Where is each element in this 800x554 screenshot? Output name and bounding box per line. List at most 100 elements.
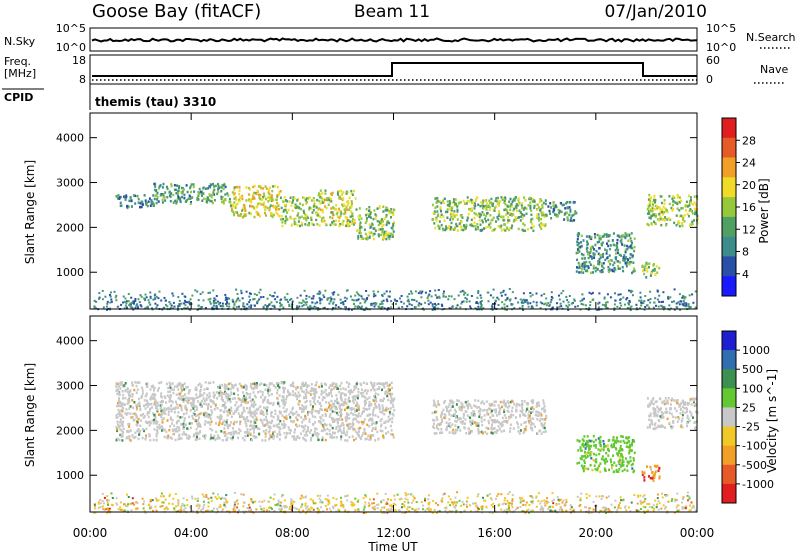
data-cell: [165, 185, 168, 189]
data-cell: [248, 193, 251, 196]
data-cell: [503, 429, 506, 433]
data-cell: [497, 218, 500, 221]
data-cell: [581, 265, 584, 268]
data-cell: [371, 234, 374, 237]
data-cell: [364, 232, 367, 236]
data-cell: [158, 427, 161, 430]
data-cell: [630, 240, 633, 243]
data-cell: [552, 201, 555, 204]
data-cell: [235, 430, 238, 433]
data-cell: [192, 407, 195, 410]
data-cell: [455, 213, 458, 217]
data-cell: [381, 404, 384, 407]
data-cell: [154, 194, 157, 197]
data-cell: [571, 219, 574, 223]
data-cell: [261, 391, 264, 394]
data-cell: [262, 410, 265, 414]
data-cell: [151, 385, 154, 389]
data-cell: [331, 426, 334, 430]
data-cell: [314, 204, 317, 208]
data-cell: [498, 212, 501, 216]
data-cell: [521, 206, 523, 210]
data-cell: [253, 428, 256, 431]
data-cell: [315, 218, 318, 222]
data-cell: [232, 422, 235, 426]
data-cell: [121, 439, 124, 442]
data-cell: [351, 220, 354, 223]
data-cell: [233, 303, 236, 306]
data-cell: [360, 437, 363, 441]
data-cell: [435, 304, 438, 307]
data-cell: [279, 196, 282, 199]
data-cell: [556, 215, 559, 218]
data-cell: [461, 216, 464, 219]
data-cell: [262, 192, 265, 195]
data-cell: [433, 210, 436, 213]
data-cell: [154, 302, 157, 305]
data-cell: [443, 401, 445, 404]
data-cell: [324, 438, 327, 442]
data-cell: [624, 250, 627, 254]
data-cell: [694, 211, 697, 214]
data-cell: [464, 418, 467, 421]
data-cell: [480, 201, 483, 204]
data-cell: [132, 384, 134, 387]
data-cell: [318, 385, 321, 389]
data-cell: [336, 401, 339, 405]
data-cell: [613, 270, 616, 273]
data-cell: [647, 223, 650, 227]
y-tick-label: 4000: [56, 132, 84, 145]
data-cell: [485, 199, 488, 202]
data-cell: [177, 307, 179, 310]
data-cell: [330, 392, 332, 395]
data-cell: [374, 426, 377, 429]
data-cell: [166, 196, 169, 199]
data-cell: [155, 295, 158, 298]
data-cell: [331, 383, 334, 386]
data-cell: [501, 198, 504, 201]
data-cell: [273, 304, 276, 307]
data-cell: [180, 383, 183, 386]
data-cell: [144, 299, 147, 302]
data-cell: [339, 415, 342, 418]
data-cell: [453, 213, 456, 217]
data-cell: [264, 396, 267, 399]
data-cell: [310, 412, 313, 415]
data-cell: [392, 223, 395, 226]
data-cell: [451, 399, 453, 403]
data-cell: [152, 412, 155, 415]
data-cell: [478, 413, 481, 416]
data-cell: [527, 302, 529, 305]
data-cell: [223, 419, 226, 423]
data-cell: [684, 296, 687, 299]
data-cell: [102, 306, 105, 309]
data-cell: [118, 385, 121, 388]
data-cell: [253, 293, 256, 296]
data-cell: [265, 411, 268, 415]
data-cell: [658, 294, 661, 297]
data-cell: [209, 415, 212, 419]
data-cell: [495, 205, 498, 208]
data-cell: [155, 189, 158, 192]
data-cell: [129, 439, 132, 442]
data-cell: [161, 421, 164, 424]
data-cell: [368, 215, 370, 218]
data-cell: [203, 399, 206, 403]
data-cell: [259, 411, 262, 415]
data-cell: [243, 394, 246, 398]
data-cell: [295, 423, 298, 426]
data-cell: [110, 291, 112, 294]
data-cell: [249, 411, 252, 414]
data-cell: [448, 200, 451, 203]
data-cell: [483, 418, 486, 422]
data-cell: [212, 436, 215, 440]
data-cell: [362, 420, 365, 424]
data-cell: [244, 398, 247, 401]
data-cell: [363, 429, 366, 433]
data-cell: [164, 412, 167, 415]
data-cell: [115, 294, 118, 297]
data-cell: [494, 199, 497, 202]
data-cell: [364, 432, 367, 435]
data-cell: [647, 204, 650, 208]
data-cell: [383, 292, 386, 295]
